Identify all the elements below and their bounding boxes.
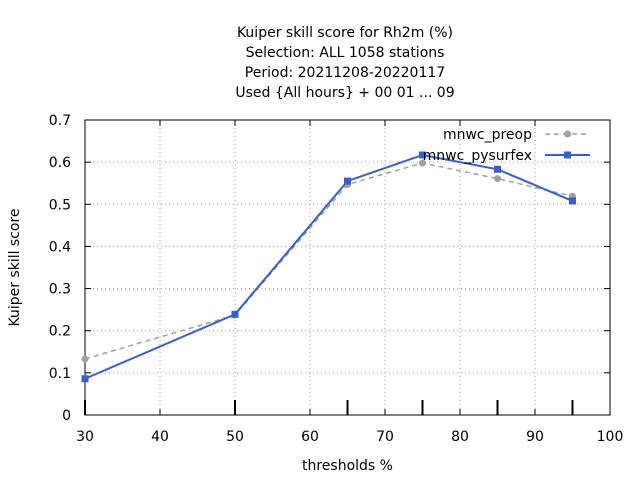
legend-marker [564, 151, 571, 159]
data-point-mnwc_pysurfex [494, 165, 501, 173]
x-tick-label: 100 [597, 429, 624, 445]
y-tick-label: 0.1 [49, 366, 71, 382]
x-axis-ticks: 30 40 50 60 70 80 90 100 [76, 120, 623, 445]
x-tick-label: 50 [226, 429, 244, 445]
data-point-mnwc_pysurfex [419, 151, 426, 159]
series [81, 151, 576, 383]
x-tick-label: 30 [76, 429, 94, 445]
title-line: Selection: ALL 1058 stations [246, 45, 445, 61]
legend-label: mnwc_pysurfex [423, 148, 532, 164]
data-point-mnwc_preop [81, 355, 89, 363]
y-tick-label: 0.6 [49, 155, 71, 171]
chart-title: Kuiper skill score for Rh2m (%) Selection… [235, 25, 454, 101]
y-tick-label: 0.2 [49, 324, 71, 340]
data-point-mnwc_pysurfex [231, 310, 239, 318]
title-line: Period: 20211208-20220117 [245, 65, 445, 81]
x-axis-label: thresholds % [302, 458, 393, 474]
x-tick-label: 60 [301, 429, 319, 445]
x-tick-label: 80 [451, 429, 469, 445]
data-point-mnwc_preop [419, 159, 426, 167]
data-point-mnwc_pysurfex [81, 375, 89, 383]
x-tick-label: 90 [526, 429, 544, 445]
plot-border [84, 119, 611, 416]
y-tick-label: 0.7 [49, 113, 71, 129]
x-tick-label: 40 [151, 429, 169, 445]
series-line-mnwc_preop [84, 162, 573, 360]
legend-marker [564, 130, 571, 138]
legend-label: mnwc_preop [443, 127, 532, 143]
y-tick-label: 0.3 [49, 282, 71, 298]
x-tick-label: 70 [376, 429, 394, 445]
threshold-marks [84, 400, 574, 415]
data-point-mnwc_preop [494, 175, 501, 183]
y-tick-label: 0.4 [49, 239, 71, 255]
y-axis-label: Kuiper skill score [7, 208, 23, 326]
data-point-mnwc_pysurfex [569, 197, 576, 205]
y-axis-ticks: 0 0.1 0.2 0.3 0.4 0.5 0.6 0.7 [49, 113, 610, 424]
y-tick-label: 0.5 [49, 197, 71, 213]
title-line: Used {All hours} + 00 01 ... 09 [235, 85, 454, 101]
data-point-mnwc_pysurfex [344, 177, 351, 185]
grid [85, 120, 610, 415]
y-tick-label: 0 [62, 408, 71, 424]
title-line: Kuiper skill score for Rh2m (%) [237, 25, 453, 41]
series-line-mnwc_pysurfex [84, 153, 573, 380]
legend: mnwc_preop mnwc_pysurfex [423, 127, 590, 164]
